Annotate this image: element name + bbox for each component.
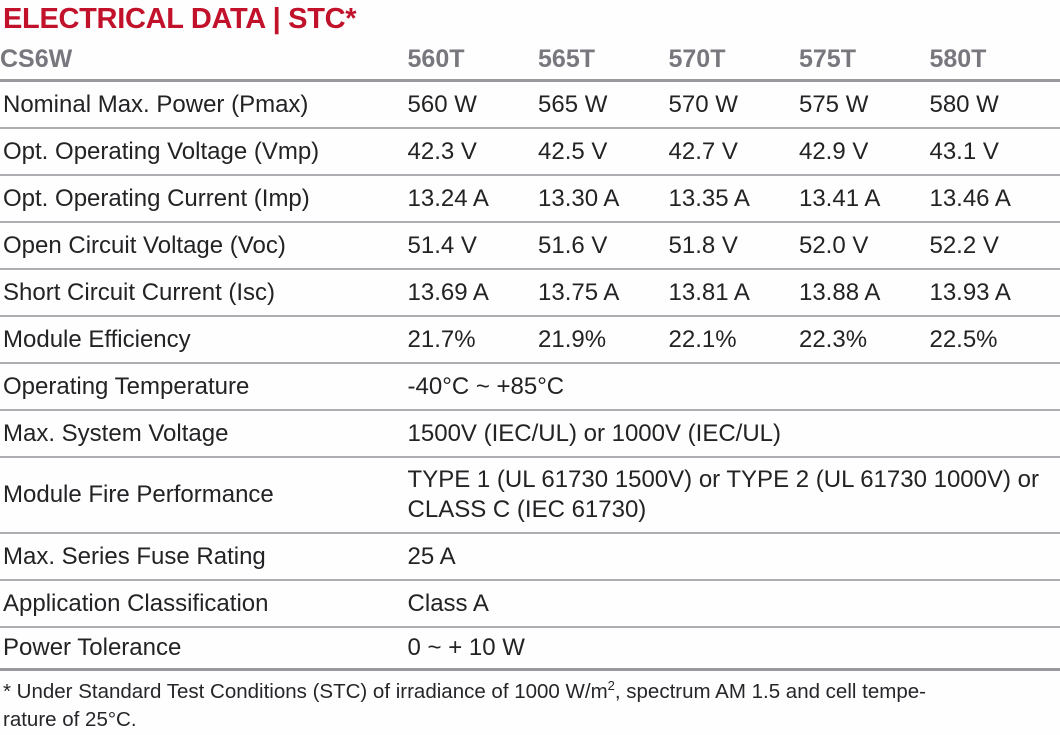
spec-value-cell: 52.2 V <box>929 231 999 259</box>
model-header-row: CS6W 560T 565T 570T 575T 580T <box>0 40 1060 81</box>
stc-footnote: * Under Standard Test Conditions (STC) o… <box>0 671 1060 735</box>
spec-span-value-cell: -40°C ~ +85°C <box>408 363 1060 410</box>
spec-value-cell: 13.30 A <box>538 184 620 212</box>
spec-value-cell: 51.8 V <box>668 231 738 259</box>
spec-value-cell: 575 W <box>798 90 869 118</box>
spec-span-value-text: Class A <box>407 589 489 617</box>
spec-row: Module Efficiency 21.7% 21.9% 22.1% 22.3% 22.… <box>0 316 1060 363</box>
spec-row-label: Max. System Voltage <box>3 419 229 447</box>
spec-value-cell: 13.46 A <box>929 184 1011 212</box>
spec-row-label: Opt. Operating Voltage (Vmp) <box>3 137 320 165</box>
spec-value-cell: 13.93 A <box>929 278 1011 306</box>
spec-row: Opt. Operating Voltage (Vmp) 42.3 V 42.5 V… <box>0 128 1060 175</box>
model-column-header: 575T <box>798 45 856 73</box>
spec-value-cell: 42.5 V <box>538 137 608 165</box>
spec-row-label: Operating Temperature <box>3 372 250 400</box>
spec-value-cell: 13.41 A <box>798 184 881 212</box>
spec-value-cell: 21.7% <box>407 325 476 353</box>
spec-row-label: Max. Series Fuse Rating <box>3 542 266 570</box>
spec-value-cell: 22.1% <box>668 325 737 353</box>
spec-span-value-text: 25 A <box>407 542 456 570</box>
spec-span-value-text: TYPE 1 (UL 61730 1500V) or TYPE 2 (UL 61… <box>407 466 1040 523</box>
series-name: CS6W <box>0 45 73 73</box>
model-column-header: 580T <box>929 45 987 73</box>
spec-span-value-text: -40°C ~ +85°C <box>407 372 565 400</box>
spec-span-row: Power Tolerance 0 ~ + 10 W <box>0 627 1060 670</box>
spec-span-row: Application Classification Class A <box>0 580 1060 627</box>
spec-value-cell: 13.81 A <box>668 278 750 306</box>
spec-value-cell: 13.69 A <box>407 278 489 306</box>
model-column-header: 565T <box>538 45 595 73</box>
spec-value-cell: 43.1 V <box>929 137 999 165</box>
spec-row-label: Opt. Operating Current (Imp) <box>3 184 310 212</box>
spec-value-cell: 51.4 V <box>407 231 477 259</box>
spec-value-cell: 13.35 A <box>668 184 750 212</box>
spec-rows-body: Nominal Max. Power (Pmax) 560 W 565 W 570 W… <box>0 81 1060 670</box>
electrical-data-table: CS6W 560T 565T 570T 575T 580T Nominal Max. P… <box>0 40 1060 671</box>
spec-value-cell: 13.75 A <box>538 278 620 306</box>
footnote-text-part1: * Under Standard Test Conditions (STC) o… <box>3 680 608 703</box>
model-column-header: 570T <box>668 45 726 73</box>
section-title: ELECTRICAL DATA | STC* <box>3 3 357 35</box>
spec-span-row: Module Fire Performance TYPE 1 (UL 61730 … <box>0 457 1060 533</box>
spec-value-cell: 565 W <box>538 90 608 118</box>
spec-value-cell: 13.24 A <box>407 184 489 212</box>
spec-span-value-text: 0 ~ + 10 W <box>407 634 525 661</box>
spec-row: Nominal Max. Power (Pmax) 560 W 565 W 570 W… <box>0 81 1060 128</box>
spec-value-cell: 570 W <box>668 90 738 118</box>
spec-span-row: Operating Temperature -40°C ~ +85°C <box>0 363 1060 410</box>
spec-span-row: Max. Series Fuse Rating 25 A <box>0 533 1060 580</box>
spec-span-value-cell: Class A <box>408 580 1060 627</box>
spec-value-cell: 22.3% <box>798 325 868 353</box>
spec-row: Opt. Operating Current (Imp) 13.24 A 13.30… <box>0 175 1060 222</box>
spec-span-value-text: 1500V (IEC/UL) or 1000V (IEC/UL) <box>407 419 782 447</box>
spec-value-cell: 42.3 V <box>407 137 477 165</box>
spec-span-value-cell: 1500V (IEC/UL) or 1000V (IEC/UL) <box>408 410 1060 457</box>
spec-span-value-cell: TYPE 1 (UL 61730 1500V) or TYPE 2 (UL 61… <box>408 457 1060 533</box>
spec-value-cell: 42.9 V <box>798 137 869 165</box>
spec-row: Open Circuit Voltage (Voc) 51.4 V 51.6 V 51… <box>0 222 1060 269</box>
spec-row-label: Application Classification <box>3 589 269 617</box>
spec-row-label: Module Efficiency <box>3 325 191 353</box>
spec-row-label: Module Fire Performance <box>3 481 274 508</box>
spec-value-cell: 22.5% <box>929 325 998 353</box>
spec-span-row: Max. System Voltage 1500V (IEC/UL) or 100… <box>0 410 1060 457</box>
footnote-text-line2: rature of 25°C. <box>3 708 137 731</box>
footnote-superscript: 2 <box>607 678 615 694</box>
spec-value-cell: 580 W <box>929 90 999 118</box>
spec-row: Short Circuit Current (Isc) 13.69 A 13.75 … <box>0 269 1060 316</box>
footnote-text-part2: , spectrum AM 1.5 and cell tempe- <box>614 680 926 703</box>
spec-row-label: Nominal Max. Power (Pmax) <box>3 90 309 118</box>
spec-row-label: Open Circuit Voltage (Voc) <box>3 231 286 259</box>
spec-value-cell: 21.9% <box>538 325 607 353</box>
spec-span-value-cell: 25 A <box>408 533 1060 580</box>
spec-value-cell: 560 W <box>407 90 477 118</box>
spec-row-label: Short Circuit Current (Isc) <box>3 278 276 306</box>
spec-row-label: Power Tolerance <box>3 634 182 661</box>
spec-span-value-cell: 0 ~ + 10 W <box>408 627 1060 670</box>
spec-value-cell: 42.7 V <box>668 137 738 165</box>
spec-value-cell: 13.88 A <box>798 278 881 306</box>
spec-value-cell: 52.0 V <box>798 231 869 259</box>
spec-value-cell: 51.6 V <box>538 231 608 259</box>
model-column-header: 560T <box>407 45 465 73</box>
